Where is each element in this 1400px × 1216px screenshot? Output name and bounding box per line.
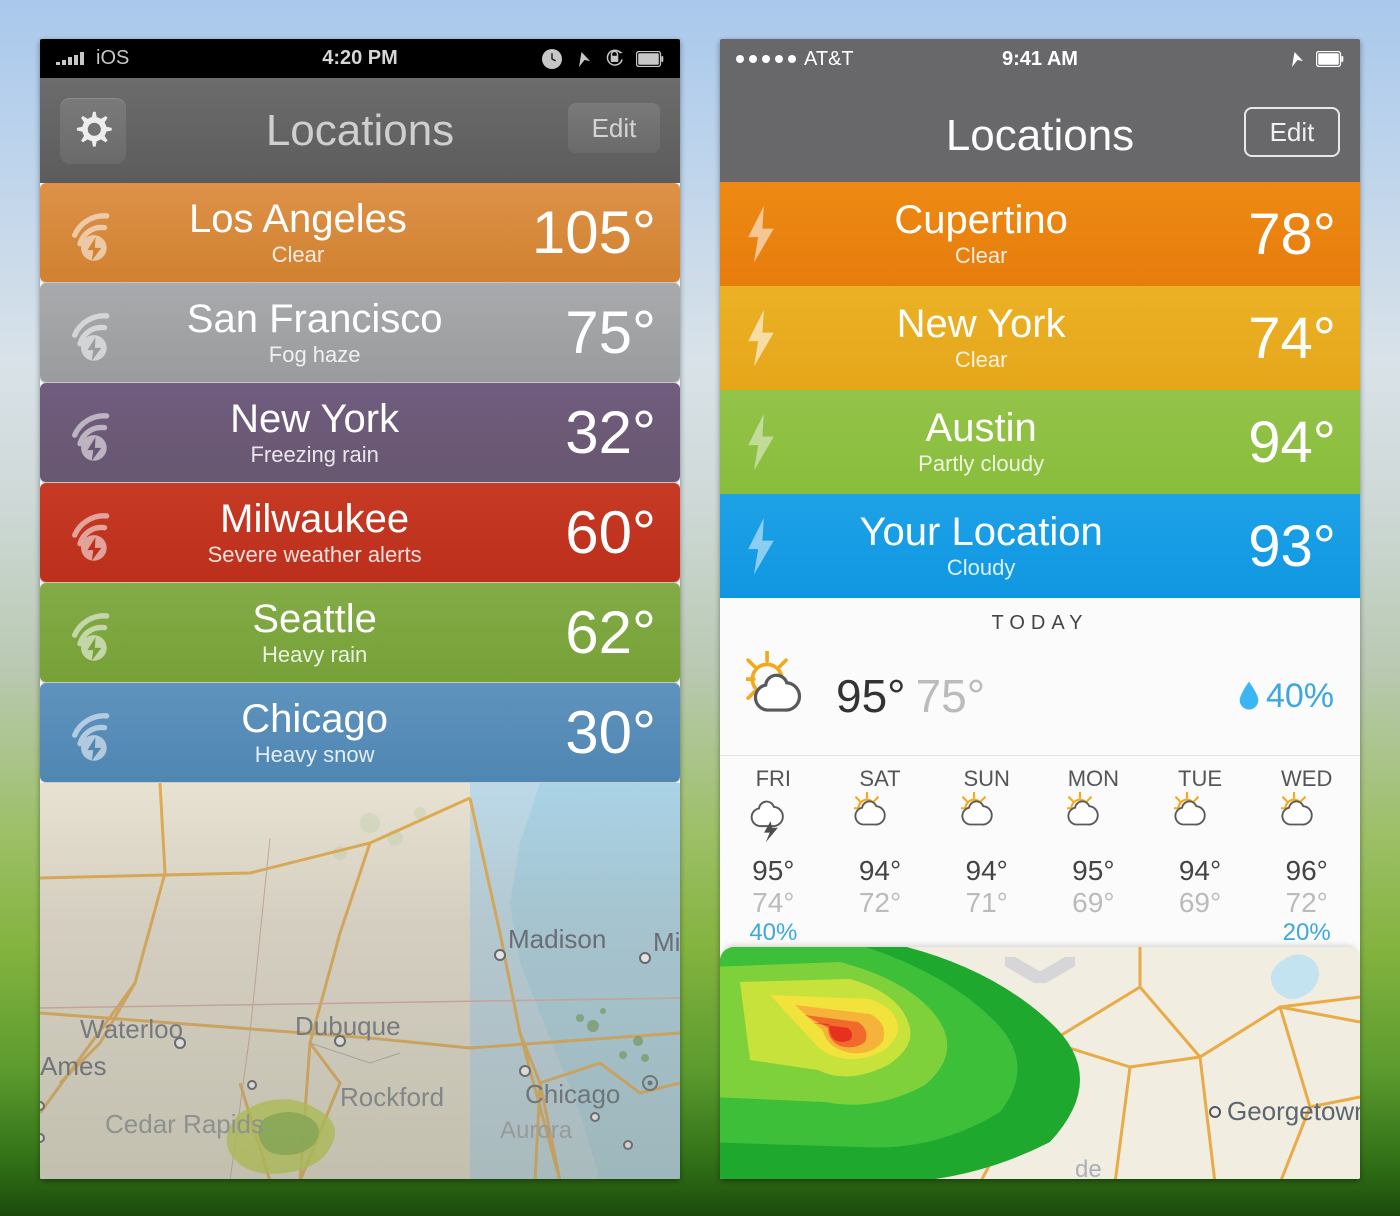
svg-text:de: de [1075,1156,1102,1179]
svg-text:Georgetown: Georgetown [1227,1096,1360,1126]
